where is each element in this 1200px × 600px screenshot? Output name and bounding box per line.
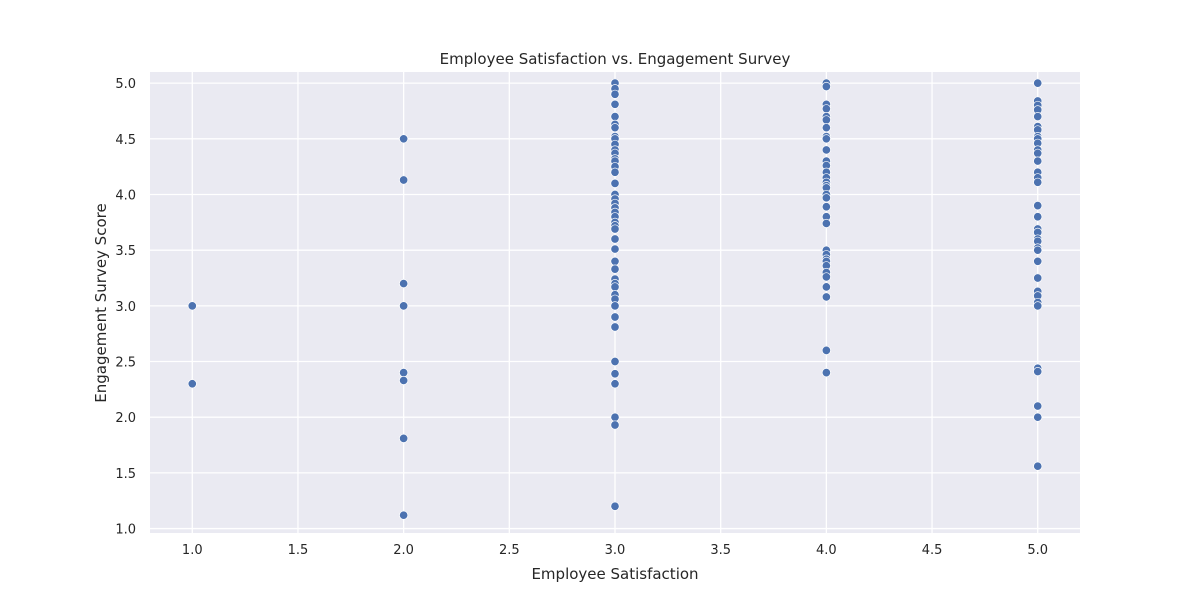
scatter-point xyxy=(399,368,409,378)
scatter-point xyxy=(821,145,831,155)
scatter-point xyxy=(610,501,620,511)
y-tick-label: 2.5 xyxy=(115,356,136,371)
scatter-point xyxy=(1033,156,1043,166)
x-tick-label: 2.5 xyxy=(499,543,520,558)
scatter-point xyxy=(610,111,620,122)
scatter-point xyxy=(610,89,620,99)
y-tick-label: 4.5 xyxy=(115,133,136,148)
scatter-point xyxy=(610,244,620,254)
scatter-point xyxy=(610,356,620,367)
y-tick-label: 3.5 xyxy=(115,244,136,259)
scatter-point xyxy=(610,322,620,332)
x-tick-label: 3.0 xyxy=(605,543,626,558)
scatter-point xyxy=(610,123,620,133)
x-tick-label: 3.5 xyxy=(710,543,731,558)
scatter-point xyxy=(610,369,620,379)
y-tick-label: 5.0 xyxy=(115,77,136,92)
y-tick-label: 3.0 xyxy=(115,300,136,315)
scatter-point xyxy=(821,218,831,228)
scatter-point xyxy=(610,312,620,322)
y-axis-title: Engagement Survey Score xyxy=(92,203,110,402)
scatter-point xyxy=(399,279,409,289)
scatter-point xyxy=(821,292,831,302)
scatter-point xyxy=(610,178,620,188)
scatter-point xyxy=(399,134,409,144)
scatter-point xyxy=(1033,412,1043,422)
scatter-point xyxy=(1033,212,1043,222)
scatter-point xyxy=(399,433,409,443)
x-tick-label: 1.5 xyxy=(288,543,309,558)
scatter-point xyxy=(610,282,620,292)
scatter-point xyxy=(610,167,620,177)
scatter-point xyxy=(1033,401,1043,411)
scatter-point xyxy=(610,99,620,109)
y-tick-label: 4.0 xyxy=(115,188,136,203)
x-tick-label: 4.5 xyxy=(922,543,943,558)
x-tick-label: 1.0 xyxy=(182,543,203,558)
scatter-point xyxy=(399,175,409,185)
scatter-point xyxy=(821,193,831,203)
y-tick-label: 1.0 xyxy=(115,523,136,538)
scatter-point xyxy=(399,301,409,311)
y-tick-label: 2.0 xyxy=(115,411,136,426)
scatter-point xyxy=(821,134,831,144)
scatter-point xyxy=(1033,256,1043,266)
scatter-point xyxy=(610,224,620,234)
scatter-point xyxy=(1033,111,1043,122)
scatter-point xyxy=(821,282,831,292)
scatter-point xyxy=(1033,78,1043,88)
scatter-point xyxy=(187,301,197,311)
scatter-point xyxy=(821,202,831,212)
scatter-point xyxy=(1033,148,1043,158)
y-tick-label: 1.5 xyxy=(115,467,136,482)
scatter-point xyxy=(610,256,620,266)
scatter-point xyxy=(399,375,409,385)
x-tick-label: 2.0 xyxy=(393,543,414,558)
scatter-point xyxy=(610,420,620,430)
scatter-point xyxy=(399,510,409,520)
x-tick-label: 5.0 xyxy=(1027,543,1048,558)
scatter-point xyxy=(1033,366,1043,377)
scatter-point xyxy=(1033,301,1043,311)
scatter-point xyxy=(1033,177,1043,187)
scatter-point xyxy=(610,234,620,244)
scatter-point xyxy=(821,345,831,355)
scatter-point xyxy=(610,301,620,311)
y-tick-labels: 1.0 1.5 2.0 2.5 3.0 3.5 4.0 4.5 5.0 xyxy=(115,77,136,537)
scatter-point xyxy=(821,123,831,133)
scatter-point xyxy=(1033,273,1043,283)
x-tick-labels: 1.0 1.5 2.0 2.5 3.0 3.5 4.0 4.5 5.0 xyxy=(182,543,1048,558)
data-points xyxy=(187,78,1043,520)
chart-title: Employee Satisfaction vs. Engagement Sur… xyxy=(440,50,791,68)
scatter-point xyxy=(1033,461,1043,471)
scatter-point xyxy=(1033,245,1043,255)
scatter-point xyxy=(610,379,620,389)
scatter-point xyxy=(610,264,620,274)
scatter-point xyxy=(1033,201,1043,211)
scatter-point xyxy=(821,104,831,114)
scatter-point xyxy=(610,412,620,422)
scatter-point xyxy=(821,115,831,125)
scatter-point xyxy=(821,81,831,92)
x-tick-label: 4.0 xyxy=(816,543,837,558)
scatter-point xyxy=(821,368,831,378)
x-axis-title: Employee Satisfaction xyxy=(531,565,698,583)
scatter-point xyxy=(187,379,197,389)
scatter-point xyxy=(821,272,831,282)
